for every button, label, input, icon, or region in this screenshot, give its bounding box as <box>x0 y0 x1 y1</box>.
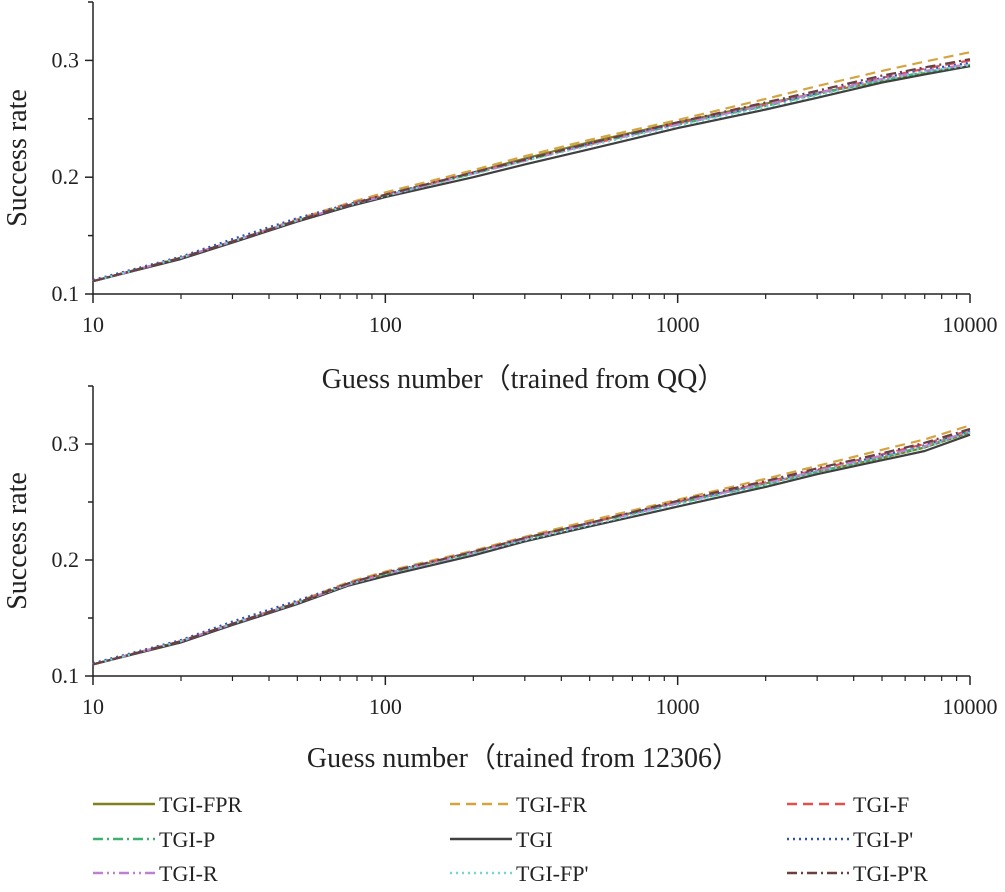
y-axis-title: Success rate <box>2 89 33 227</box>
chart-panel-1: 0.1 0.2 0.3 10 100 1000 10000 Guess number（trai… <box>2 1 998 395</box>
x-tick-label: 10 <box>82 694 104 719</box>
x-tick-label: 10000 <box>943 694 998 719</box>
x-tick-label: 100 <box>369 312 402 337</box>
legend-label: TGI-F <box>853 792 909 817</box>
legend-label: TGI-FPR <box>159 792 242 817</box>
legend-label: TGI-R <box>159 861 218 886</box>
series-line-tgi-fpprime <box>92 64 971 283</box>
series-line-tgi <box>92 433 971 666</box>
series-line-tgi-r <box>92 62 971 283</box>
x-axis-title: Guess number（trained from QQ） <box>322 363 726 395</box>
legend-item: TGI-FP' <box>450 861 588 886</box>
legend-item: TGI-P' <box>787 827 913 852</box>
series-line-tgi-fr <box>92 51 971 283</box>
chart-panels: 0.1 0.2 0.3 10 100 1000 10000 Guess number（trai… <box>2 1 998 774</box>
legend-label: TGI-P' <box>853 827 913 852</box>
y-tick-label: 0.2 <box>52 547 80 572</box>
series-line-tgi-fpr <box>92 431 971 666</box>
legend-label: TGI-P <box>159 827 215 852</box>
legend-item: TGI-R <box>93 861 218 886</box>
x-tick-label: 1000 <box>656 312 700 337</box>
legend-label: TGI <box>516 827 553 852</box>
series-line-tgi-pprimer <box>92 58 971 283</box>
x-tick-label: 100 <box>369 694 402 719</box>
y-tick-label: 0.3 <box>52 47 80 72</box>
legend-item: TGI <box>450 827 553 852</box>
y-tick-label: 0.3 <box>52 431 80 456</box>
chart-panel-2: 0.1 0.2 0.3 10 100 1000 10000 Guess number（trai… <box>2 385 998 774</box>
series-line-tgi-p <box>92 64 971 283</box>
legend-item: TGI-F <box>787 792 909 817</box>
series-line-tgi-f <box>92 429 971 666</box>
y-tick-label: 0.2 <box>52 164 80 189</box>
legend-item: TGI-FR <box>450 792 587 817</box>
chart-legend: TGI-FPR TGI-FR TGI-F TGI-P TGI TGI-P' TGI-R TGI… <box>93 792 928 886</box>
x-tick-label: 10 <box>82 312 104 337</box>
legend-label: TGI-P'R <box>853 861 928 886</box>
series-line-tgi-pprime <box>92 61 971 282</box>
legend-label: TGI-FR <box>516 792 587 817</box>
x-tick-label: 1000 <box>656 694 700 719</box>
series-line-tgi-fpr <box>92 65 971 283</box>
legend-label: TGI-FP' <box>516 861 588 886</box>
x-axis-title: Guess number（trained from 12306） <box>307 742 740 774</box>
y-axis-title: Success rate <box>2 472 33 610</box>
series-line-tgi-pprimer <box>92 427 971 666</box>
series-line-tgi <box>92 65 971 283</box>
legend-item: TGI-FPR <box>93 792 242 817</box>
series-line-tgi-pprime <box>92 430 971 665</box>
series-line-tgi-r <box>92 430 971 666</box>
legend-item: TGI-P'R <box>787 861 928 886</box>
legend-item: TGI-P <box>93 827 215 852</box>
y-tick-label: 0.1 <box>52 663 80 688</box>
y-tick-label: 0.1 <box>52 281 80 306</box>
x-tick-label: 10000 <box>943 312 998 337</box>
